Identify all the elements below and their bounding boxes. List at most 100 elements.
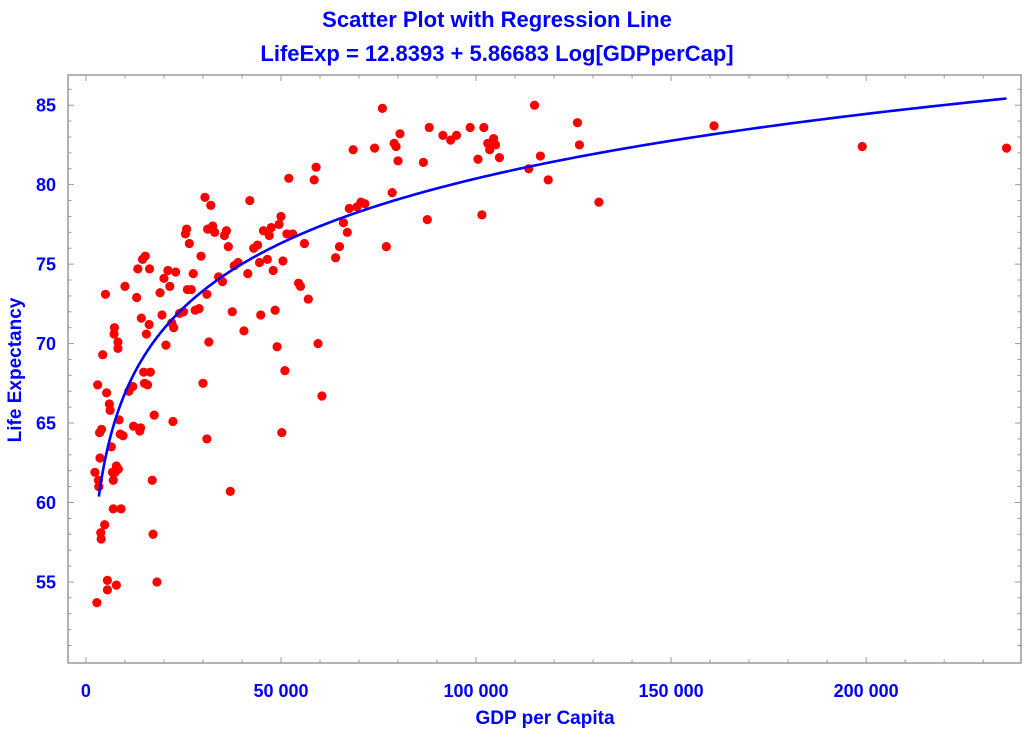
data-point xyxy=(243,269,253,279)
data-point xyxy=(184,238,194,249)
data-point xyxy=(227,307,237,317)
data-point xyxy=(268,265,278,276)
y-tick-label: 80 xyxy=(36,175,56,195)
data-point xyxy=(311,162,321,172)
data-point xyxy=(165,281,175,291)
x-axis-label: GDP per Capita xyxy=(475,708,614,729)
data-point xyxy=(342,227,352,237)
data-point xyxy=(393,156,403,166)
data-point xyxy=(148,529,158,539)
data-point xyxy=(102,585,112,595)
data-point xyxy=(96,424,107,434)
chart-subtitle: LifeExp = 12.8393 + 5.86683 Log[GDPperCa… xyxy=(260,41,733,66)
data-point xyxy=(370,143,380,153)
data-point xyxy=(169,323,179,333)
data-point xyxy=(331,253,341,263)
x-axis-tick-labels: 0 50 000 100 000 150 000 200 000 xyxy=(81,681,899,701)
y-axis-label: Life Expectancy xyxy=(5,297,26,442)
data-point xyxy=(128,381,138,392)
data-point xyxy=(145,367,155,377)
data-point xyxy=(206,200,216,210)
data-point xyxy=(334,242,345,252)
data-point xyxy=(168,416,178,427)
data-point xyxy=(163,265,173,276)
data-point xyxy=(477,210,487,220)
data-point xyxy=(188,269,198,279)
data-point xyxy=(377,103,388,113)
data-point xyxy=(135,423,146,433)
data-point xyxy=(264,230,274,241)
data-point xyxy=(196,251,206,261)
data-point xyxy=(144,319,154,330)
data-point xyxy=(155,288,165,298)
data-point xyxy=(90,467,100,477)
data-point xyxy=(100,289,111,299)
data-point xyxy=(144,264,155,274)
data-point xyxy=(1001,143,1012,153)
data-point xyxy=(118,431,128,441)
data-point xyxy=(574,140,585,150)
data-point xyxy=(529,100,540,110)
data-point xyxy=(266,222,276,233)
data-point xyxy=(543,175,553,185)
data-point xyxy=(152,577,162,587)
x-tick-label: 150 000 xyxy=(639,681,704,701)
data-point xyxy=(181,224,192,234)
y-tick-label: 60 xyxy=(36,493,56,513)
data-point xyxy=(338,218,349,228)
data-point xyxy=(92,598,102,608)
data-point xyxy=(422,215,432,225)
data-point xyxy=(149,410,159,420)
data-point xyxy=(278,256,288,266)
data-point xyxy=(159,273,169,284)
data-point xyxy=(171,267,181,277)
data-point xyxy=(142,380,153,390)
data-point xyxy=(344,203,354,214)
data-point xyxy=(140,251,150,261)
x-tick-label: 200 000 xyxy=(834,681,899,701)
data-point xyxy=(108,475,118,485)
data-point xyxy=(221,226,231,236)
data-point xyxy=(387,188,397,198)
data-point xyxy=(348,145,358,155)
data-point xyxy=(202,289,212,299)
data-point xyxy=(113,343,123,353)
data-point xyxy=(225,486,235,496)
data-point xyxy=(277,427,287,438)
data-point xyxy=(93,380,103,390)
data-point xyxy=(418,157,428,168)
data-point xyxy=(494,153,505,163)
data-point xyxy=(147,475,157,485)
data-point xyxy=(96,534,106,544)
data-point xyxy=(256,310,266,320)
data-point xyxy=(161,340,171,350)
data-point xyxy=(262,254,272,264)
data-point xyxy=(202,434,212,444)
data-point xyxy=(139,367,149,377)
data-point xyxy=(136,313,146,323)
data-point xyxy=(276,211,286,222)
data-point xyxy=(381,242,391,252)
data-point xyxy=(186,284,196,295)
data-point xyxy=(210,227,220,237)
data-point xyxy=(313,338,323,349)
data-point xyxy=(133,264,143,274)
data-point xyxy=(395,129,405,139)
chart-title: Scatter Plot with Regression Line xyxy=(322,7,672,32)
data-point xyxy=(141,329,152,339)
data-point xyxy=(204,337,214,347)
data-point xyxy=(572,118,583,128)
data-point xyxy=(391,141,401,152)
data-point xyxy=(120,281,130,291)
data-point xyxy=(252,240,263,250)
data-point xyxy=(295,281,306,291)
y-axis-tick-labels: 55 60 65 70 75 80 85 xyxy=(36,96,56,593)
data-point xyxy=(709,121,719,131)
y-tick-label: 85 xyxy=(36,96,56,116)
data-point xyxy=(132,292,142,303)
data-point xyxy=(116,504,126,514)
data-point xyxy=(280,365,290,376)
data-point xyxy=(438,130,448,140)
regression-line xyxy=(97,97,1007,497)
